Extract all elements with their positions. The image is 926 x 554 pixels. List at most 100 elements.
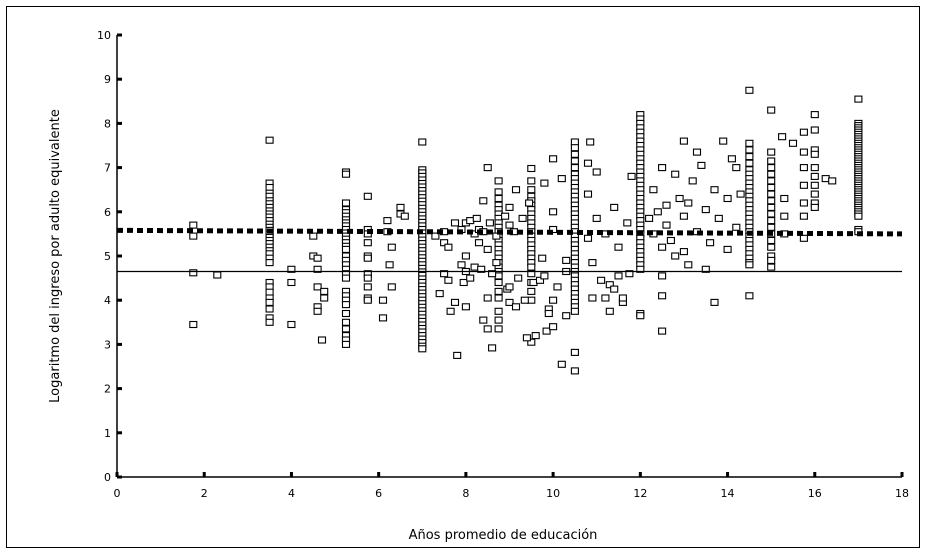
data-point bbox=[767, 223, 776, 231]
data-point bbox=[341, 309, 351, 318]
data-point bbox=[692, 148, 702, 156]
data-point bbox=[636, 265, 645, 273]
data-point bbox=[854, 212, 863, 220]
data-point bbox=[605, 307, 614, 315]
data-point bbox=[745, 139, 754, 147]
data-point bbox=[714, 214, 723, 222]
y-axis-title: Logaritmo del ingreso por adulto equival… bbox=[48, 109, 63, 403]
data-point bbox=[549, 225, 558, 234]
axes bbox=[116, 35, 902, 478]
data-point bbox=[472, 214, 481, 222]
data-point bbox=[570, 138, 579, 146]
data-point bbox=[767, 263, 776, 271]
data-point bbox=[505, 221, 514, 229]
x-tick-label: 10 bbox=[546, 487, 560, 500]
data-point bbox=[341, 199, 351, 207]
data-point bbox=[363, 254, 372, 262]
data-points bbox=[189, 86, 863, 375]
data-point bbox=[658, 327, 667, 335]
data-point bbox=[488, 270, 497, 278]
data-point bbox=[520, 296, 529, 304]
data-point bbox=[531, 332, 540, 340]
data-point bbox=[341, 325, 351, 333]
data-point bbox=[363, 274, 372, 282]
data-point bbox=[828, 177, 837, 185]
data-point bbox=[625, 270, 634, 278]
data-point bbox=[287, 320, 296, 329]
data-point bbox=[320, 294, 329, 302]
data-point bbox=[265, 305, 274, 313]
data-point bbox=[544, 309, 553, 318]
data-point bbox=[483, 245, 492, 253]
x-axis-title: Años promedio de educación bbox=[409, 528, 598, 543]
x-tick-label: 18 bbox=[895, 487, 909, 500]
data-point bbox=[745, 159, 754, 167]
data-point bbox=[470, 263, 479, 271]
dotted-reference-line bbox=[116, 227, 903, 237]
data-point bbox=[684, 199, 693, 207]
data-point bbox=[701, 206, 710, 214]
data-point bbox=[265, 183, 274, 192]
data-point bbox=[570, 348, 579, 356]
data-point bbox=[592, 168, 601, 176]
data-point bbox=[378, 296, 388, 304]
data-point bbox=[767, 203, 776, 211]
data-point bbox=[810, 111, 819, 119]
data-point bbox=[505, 298, 514, 306]
data-point bbox=[745, 86, 754, 94]
data-point bbox=[767, 164, 776, 172]
data-point bbox=[810, 172, 819, 180]
data-point bbox=[378, 314, 388, 322]
data-point bbox=[679, 248, 688, 256]
chart-frame: 0 1 2 3 4 5 6 7 8 9 10 0 2 4 6 8 10 12 14 16 18 Años promedi… bbox=[6, 6, 920, 548]
data-point bbox=[265, 259, 274, 267]
data-point bbox=[767, 256, 776, 264]
data-point bbox=[658, 272, 667, 280]
y-tick-label: 2 bbox=[104, 383, 111, 396]
data-point bbox=[767, 197, 776, 205]
data-point bbox=[605, 281, 614, 289]
data-point bbox=[313, 307, 322, 315]
data-point bbox=[727, 155, 736, 163]
y-tick-label: 9 bbox=[104, 73, 111, 86]
data-point bbox=[767, 243, 776, 251]
data-point bbox=[745, 146, 754, 154]
data-point bbox=[684, 261, 693, 269]
data-point bbox=[810, 203, 819, 211]
data-point bbox=[810, 126, 819, 134]
data-point bbox=[505, 203, 514, 211]
data-point bbox=[767, 236, 776, 245]
data-point bbox=[649, 186, 658, 194]
data-point bbox=[501, 212, 510, 220]
data-point bbox=[527, 287, 536, 295]
data-point bbox=[494, 177, 503, 185]
data-point bbox=[799, 199, 808, 207]
data-point bbox=[610, 285, 619, 293]
data-point bbox=[658, 292, 667, 300]
data-point bbox=[459, 278, 468, 287]
data-point bbox=[265, 288, 274, 296]
data-point bbox=[706, 239, 715, 247]
data-point bbox=[810, 164, 819, 172]
x-tick-label: 14 bbox=[721, 487, 735, 500]
data-point bbox=[570, 157, 579, 165]
data-point bbox=[614, 243, 623, 251]
data-point bbox=[671, 252, 680, 260]
x-tick-label: 0 bbox=[114, 487, 121, 500]
y-tick-label: 1 bbox=[104, 427, 111, 440]
data-point bbox=[597, 276, 606, 284]
data-point bbox=[679, 137, 688, 145]
data-point bbox=[383, 217, 392, 225]
data-point bbox=[538, 254, 547, 262]
data-point bbox=[522, 334, 531, 342]
data-point bbox=[627, 172, 636, 180]
data-point bbox=[570, 367, 579, 375]
data-point bbox=[601, 294, 610, 302]
data-point bbox=[662, 201, 671, 209]
data-point bbox=[418, 138, 427, 146]
data-point bbox=[265, 298, 274, 306]
y-tick-label: 3 bbox=[104, 338, 111, 351]
data-point bbox=[518, 214, 527, 222]
data-point bbox=[494, 294, 503, 302]
data-point bbox=[549, 208, 558, 216]
